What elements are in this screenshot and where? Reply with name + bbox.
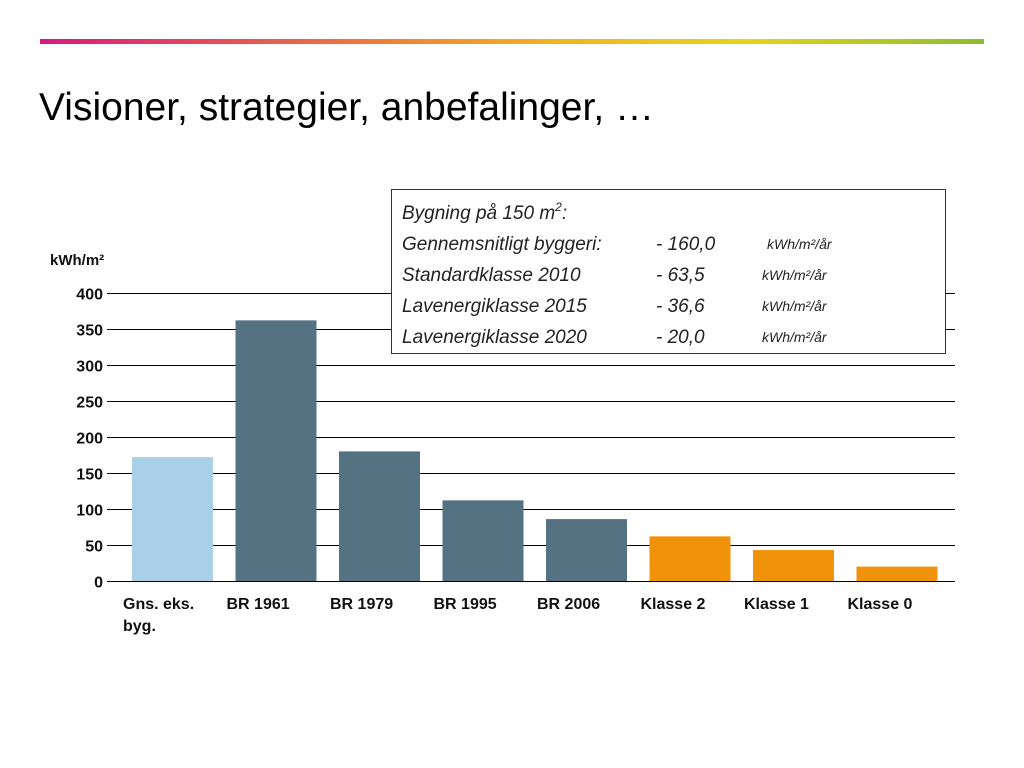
info-row-value: - 63,5 — [656, 265, 705, 286]
x-tick-label: Klasse 2 — [641, 596, 706, 613]
bar — [546, 519, 627, 581]
x-tick-label: Klasse 1 — [744, 596, 809, 613]
x-tick-label: Gns. eks. — [123, 596, 194, 613]
y-tick-label: 350 — [76, 323, 103, 340]
bar — [442, 500, 524, 581]
y-tick-label: 50 — [85, 539, 103, 556]
x-tick-label: BR 2006 — [537, 596, 600, 613]
y-tick-label: 300 — [76, 359, 103, 376]
bar — [856, 566, 938, 581]
info-row: Lavenergiklasse 2020 - 20,0 kWh/m²/år — [402, 322, 935, 353]
bar — [753, 550, 834, 581]
bar — [339, 451, 420, 581]
info-heading-sup: 2 — [555, 200, 562, 214]
x-tick-label: BR 1979 — [330, 596, 393, 613]
bar — [649, 536, 731, 581]
info-row-value: - 36,6 — [656, 296, 705, 317]
info-row-unit: kWh/m²/år — [762, 267, 827, 283]
info-row-value: - 160,0 — [656, 234, 716, 255]
bar — [132, 457, 213, 581]
info-row: Gennemsnitligt byggeri: - 160,0 kWh/m²/å… — [402, 229, 935, 260]
info-row-unit: kWh/m²/år — [762, 329, 827, 345]
info-row-value: - 20,0 — [656, 327, 705, 348]
y-tick-label: 100 — [76, 503, 103, 520]
info-box-heading: Bygning på 150 m2: — [402, 198, 935, 229]
info-row-unit: kWh/m²/år — [767, 236, 832, 252]
slide-title: Visioner, strategier, anbefalinger, … — [39, 86, 654, 129]
y-axis-label: kWh/m² — [50, 252, 104, 269]
bar — [235, 320, 317, 581]
info-heading-text: Bygning på 150 m — [402, 203, 556, 224]
x-tick-label: BR 1961 — [227, 596, 290, 613]
info-row-unit: kWh/m²/år — [762, 298, 827, 314]
y-tick-label: 400 — [76, 287, 103, 304]
info-row-label: Lavenergiklasse 2020 — [402, 327, 587, 348]
info-row-label: Standardklasse 2010 — [402, 265, 581, 286]
info-box: Bygning på 150 m2: Gennemsnitligt bygger… — [391, 189, 946, 354]
info-row-label: Gennemsnitligt byggeri: — [402, 234, 602, 255]
x-tick-label: BR 1995 — [434, 596, 497, 613]
info-row: Standardklasse 2010 - 63,5 kWh/m²/år — [402, 260, 935, 291]
info-heading-suffix: : — [561, 203, 568, 224]
y-tick-label: 250 — [76, 395, 103, 412]
x-tick-label: byg. — [123, 618, 156, 635]
gradient-header-rule — [40, 39, 984, 44]
info-row-label: Lavenergiklasse 2015 — [402, 296, 587, 317]
y-tick-label: 0 — [94, 575, 103, 592]
y-tick-label: 200 — [76, 431, 103, 448]
y-tick-label: 150 — [76, 467, 103, 484]
info-row: Lavenergiklasse 2015 - 36,6 kWh/m²/år — [402, 291, 935, 322]
x-tick-label: Klasse 0 — [848, 596, 913, 613]
